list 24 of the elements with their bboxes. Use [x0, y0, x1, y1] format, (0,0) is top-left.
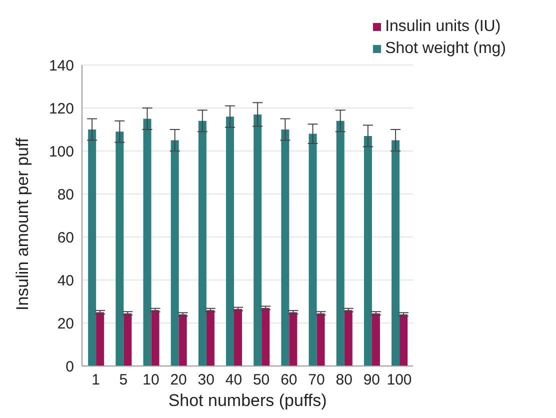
y-tick-label: 40: [57, 272, 74, 290]
x-tick-label: 5: [119, 372, 128, 389]
y-tick-label: 20: [57, 315, 74, 332]
x-tick-label: 20: [170, 372, 187, 389]
x-tick-label: 100: [386, 372, 412, 389]
x-tick-label: 1: [92, 372, 100, 389]
x-tick-label: 70: [308, 372, 325, 389]
y-tick-label: 100: [48, 143, 74, 160]
y-axis-title: Insulin amount per puff: [13, 138, 32, 310]
y-tick-label: 120: [48, 100, 74, 118]
x-tick-label: 40: [225, 372, 242, 389]
y-tick-label: 80: [57, 186, 74, 204]
legend-label: Insulin units (IU): [385, 18, 501, 35]
x-tick-label: 10: [142, 372, 160, 389]
y-tick-label: 140: [48, 57, 74, 74]
x-tick-label: 60: [280, 372, 298, 389]
y-tick-label: 60: [57, 229, 74, 246]
x-tick-label: 50: [252, 372, 270, 389]
x-tick-label: 90: [363, 372, 380, 389]
y-tick-label: 0: [66, 358, 74, 376]
legend-label: Shot weight (mg): [385, 40, 506, 57]
x-tick-label: 80: [336, 372, 352, 389]
x-tick-label: 30: [198, 372, 214, 389]
x-axis-title: Shot numbers (puffs): [168, 391, 327, 410]
